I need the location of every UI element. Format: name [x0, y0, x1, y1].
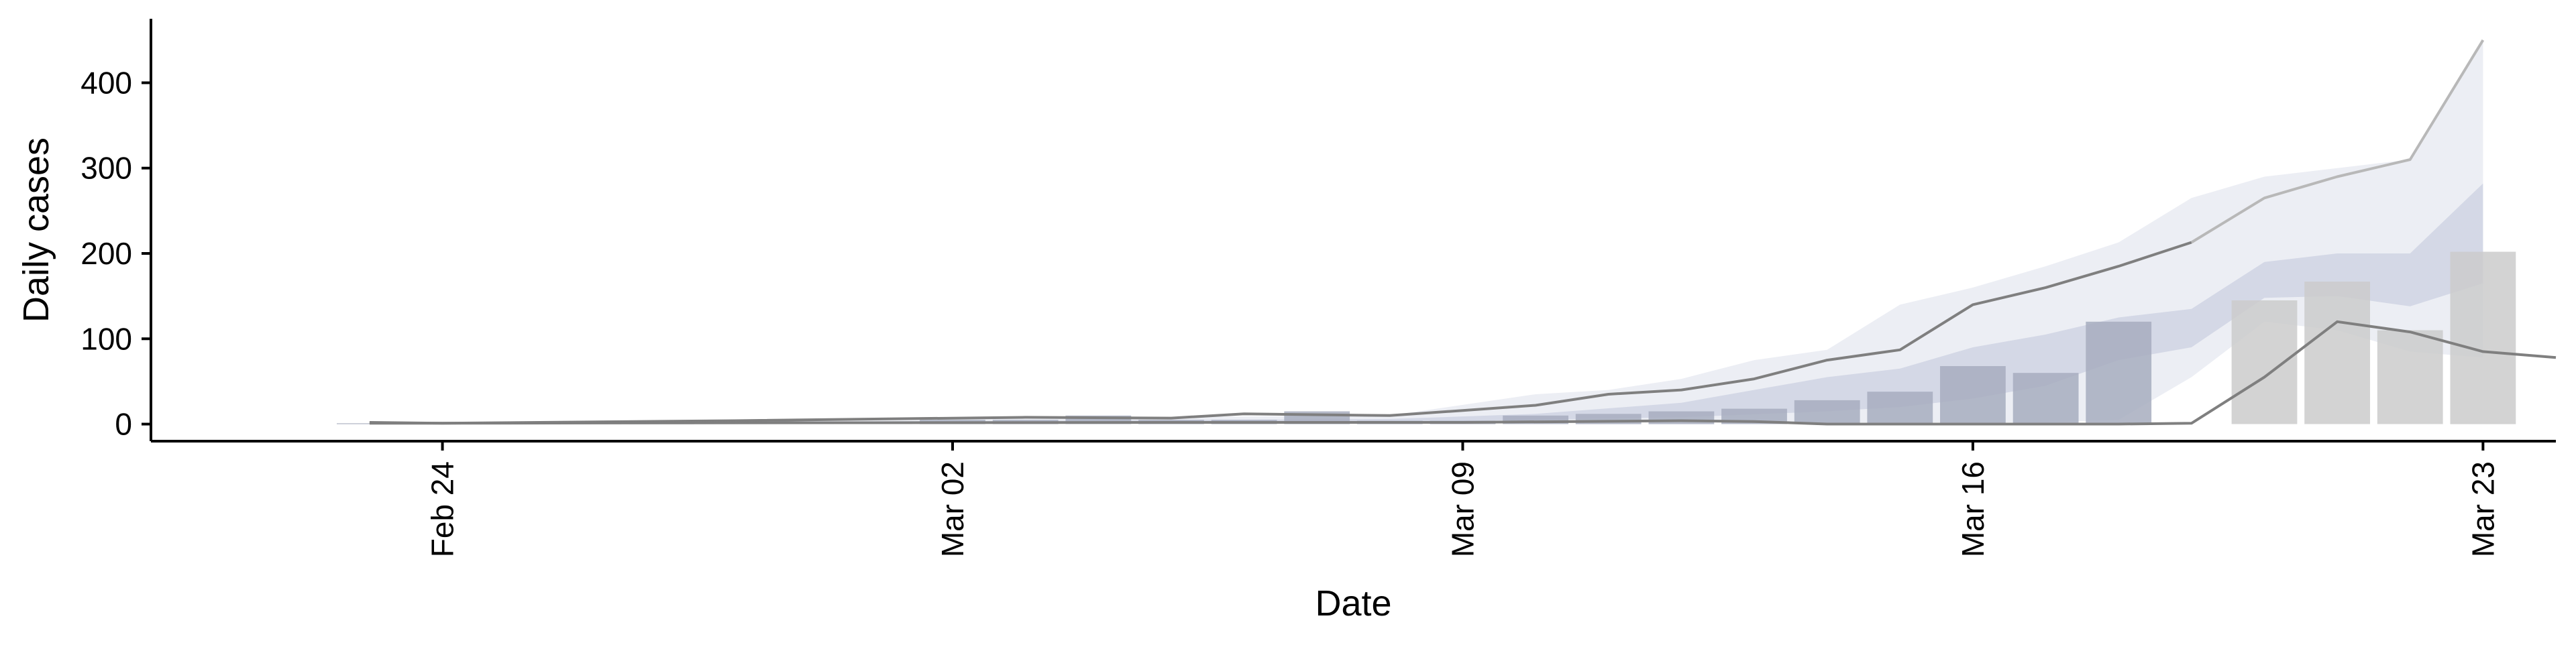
y-tick-label: 200	[80, 236, 132, 271]
x-axis-title: Date	[1315, 583, 1391, 624]
forecast-period-case-bar	[2450, 251, 2516, 424]
inner-uncertainty-band	[369, 183, 2483, 424]
lower-bound-line	[369, 320, 2557, 426]
y-tick-label: 0	[115, 407, 132, 442]
y-tick-label: 400	[80, 65, 132, 100]
upper-bound-forecast-line	[2190, 39, 2485, 244]
observed-case-bar	[2012, 373, 2079, 424]
bound-lines	[369, 39, 2557, 426]
x-tick-label: Mar 16	[1955, 461, 1990, 557]
x-axis-ticks: Feb 24 Mar 02 Mar 09 Mar 16 Mar 23	[425, 441, 2500, 557]
observed-case-bar	[1794, 400, 1860, 424]
uncertainty-bands	[369, 40, 2483, 424]
y-axis-ticks: 0 100 200 300 400	[80, 65, 151, 442]
y-axis-title: Daily cases	[16, 137, 56, 322]
observed-case-bar	[2086, 321, 2152, 424]
forecast-period-case-bar	[2377, 330, 2443, 424]
x-tick-label: Mar 23	[2465, 461, 2500, 557]
upper-bound-line	[369, 241, 2192, 425]
x-tick-label: Mar 09	[1445, 461, 1480, 557]
y-tick-label: 300	[80, 151, 132, 186]
x-tick-label: Feb 24	[425, 461, 460, 557]
forecast-period-case-bar	[2304, 282, 2370, 424]
y-tick-label: 100	[80, 321, 132, 356]
observed-case-bar	[1940, 366, 2006, 424]
x-tick-label: Mar 02	[935, 461, 970, 557]
axes	[150, 19, 2556, 443]
observed-case-bar	[1867, 392, 1933, 424]
forecast-period-case-bar	[2231, 300, 2298, 424]
daily-case-bars	[337, 251, 2516, 424]
outer-uncertainty-band	[369, 40, 2483, 424]
